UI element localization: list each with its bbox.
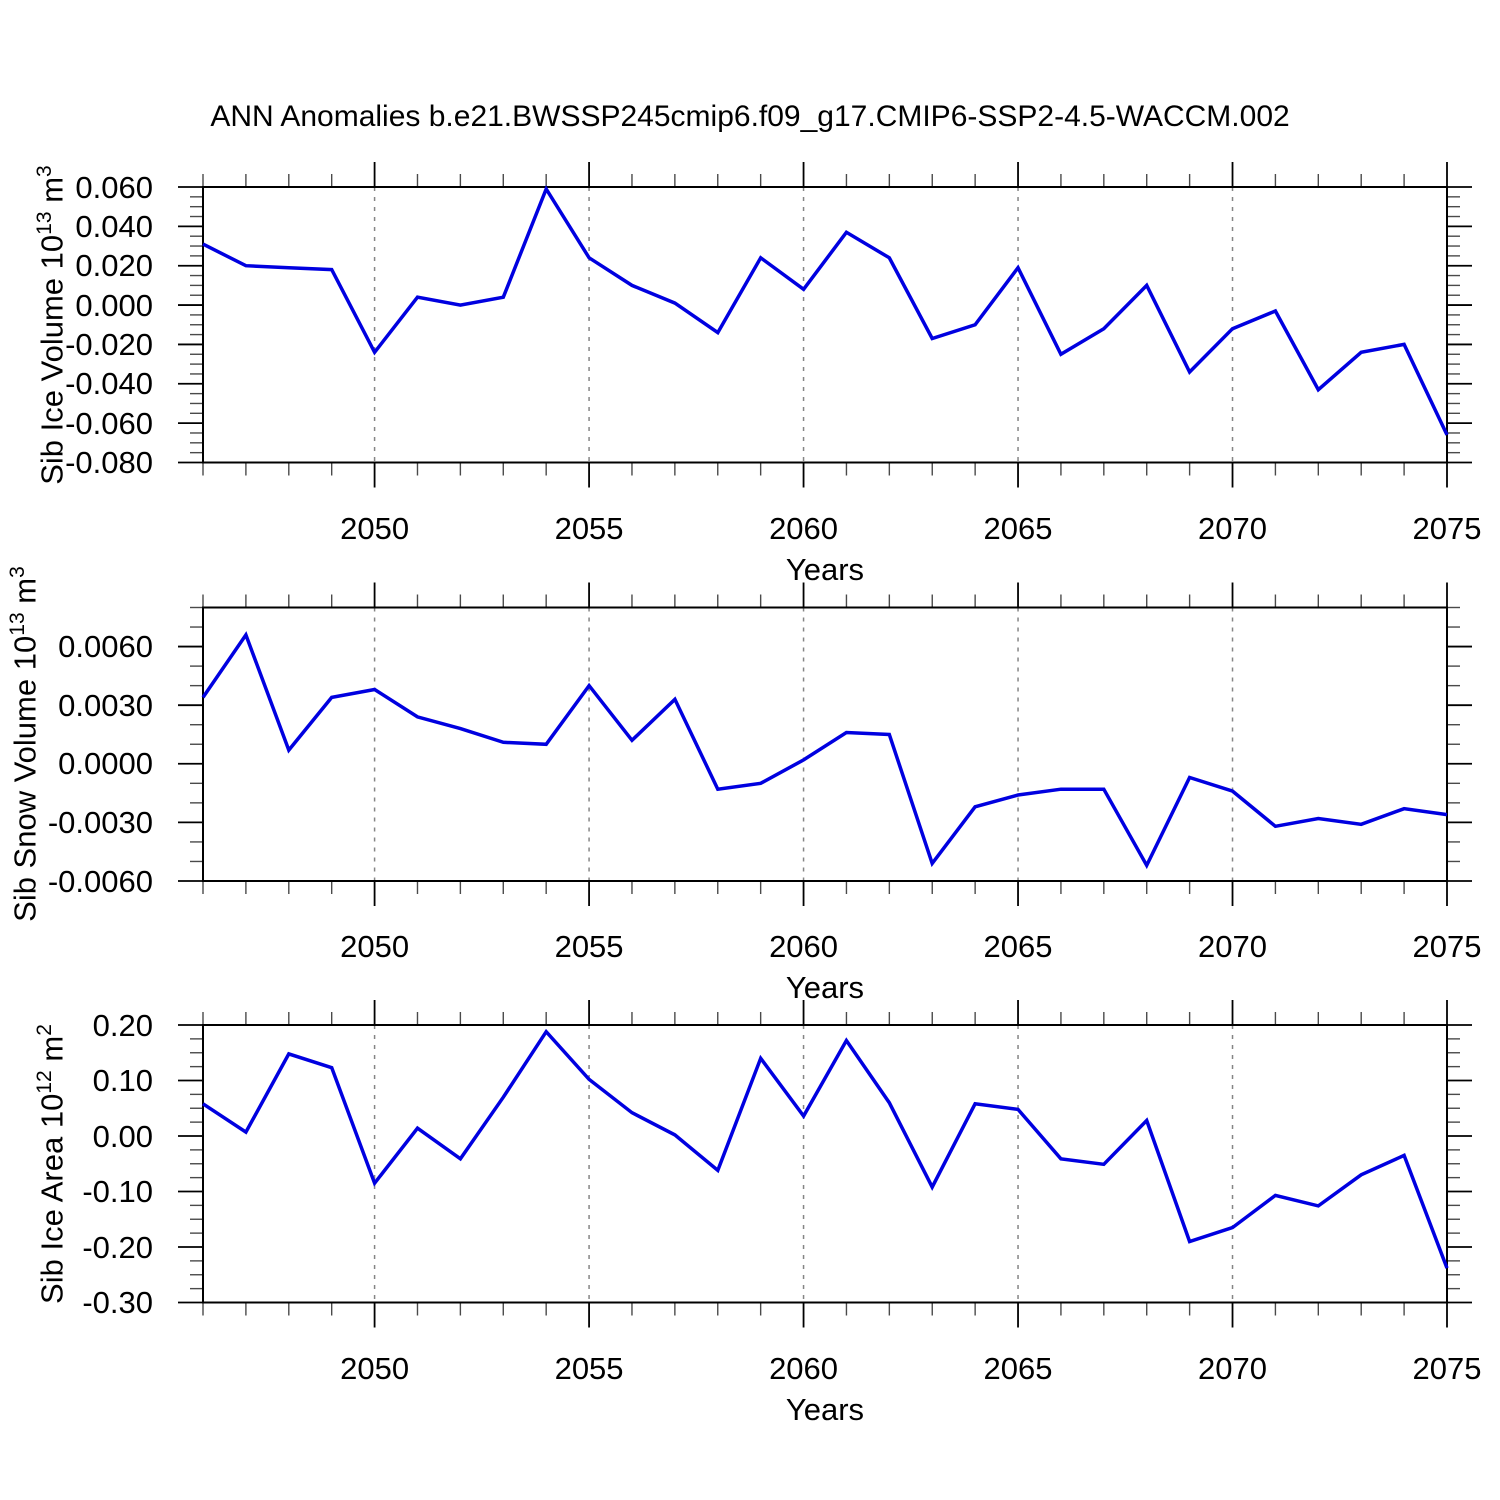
y-axis-title-unit: m [7,578,43,613]
y-tick-label: 0.020 [75,248,153,284]
x-tick-label: 2065 [983,929,1053,964]
y-tick-label: -0.30 [82,1285,153,1320]
x-tick-label: 2050 [340,1350,410,1386]
figure-title: ANN Anomalies b.e21.BWSSP245cmip6.f09_g1… [210,100,1290,133]
x-tick-label: 2070 [1198,510,1267,546]
data-line-sib-ice-volume [202,185,1449,436]
y-tick-label: -0.20 [82,1229,153,1265]
x-tick-label: 2075 [1412,510,1482,546]
y-tick-label: 0.20 [92,1007,153,1043]
x-tick-label: 2060 [769,929,839,964]
y-tick-label: -0.020 [65,326,153,362]
y-tick-label: 0.040 [75,208,153,244]
x-tick-label: 2060 [769,1350,839,1386]
y-tick-label: 0.000 [75,287,153,323]
x-tick-label: 2075 [1412,929,1482,964]
data-line-sib-snow-volume [201,631,1448,870]
x-tick-label: 2075 [1412,1350,1482,1386]
plot-frame [202,1024,1448,1304]
x-tick-label: 2070 [1198,929,1267,964]
y-tick-label: 0.00 [92,1118,153,1154]
y-tick-label: -0.0030 [47,804,153,840]
x-tick-label: 2060 [769,510,839,546]
y-tick-label: -0.060 [65,405,153,441]
y-tick-label: 0.0060 [58,629,153,665]
y-tick-label: -0.0060 [47,863,153,899]
y-tick-label: -0.080 [65,445,153,480]
x-axis-label: Years [785,970,865,1005]
plot-frame [202,606,1448,882]
x-tick-label: 2050 [340,510,410,546]
x-tick-label: 2065 [983,510,1053,546]
y-tick-label: 0.10 [92,1063,153,1098]
y-tick-label: -0.040 [65,366,153,402]
x-tick-label: 2050 [340,929,410,964]
x-tick-label: 2070 [1198,1350,1267,1386]
x-tick-label: 2055 [554,510,624,546]
x-axis-label: Years [785,1391,865,1427]
y-tick-label: 0.0030 [58,687,153,723]
plot-frame [202,186,1448,464]
x-tick-label: 2055 [554,1350,624,1386]
y-tick-label: 0.0000 [58,746,153,782]
x-axis-label: Years [785,551,865,587]
x-tick-label: 2055 [554,929,624,964]
y-axis-title-sib-ice-area: Sib Ice Area 1012 m2 [25,864,69,1464]
x-tick-label: 2065 [983,1350,1053,1386]
data-line-sib-ice-area [202,1028,1449,1269]
y-tick-label: 0.060 [75,169,153,205]
y-axis-title-unit-exponent: 3 [6,566,29,579]
y-tick-label: -0.10 [82,1174,153,1209]
